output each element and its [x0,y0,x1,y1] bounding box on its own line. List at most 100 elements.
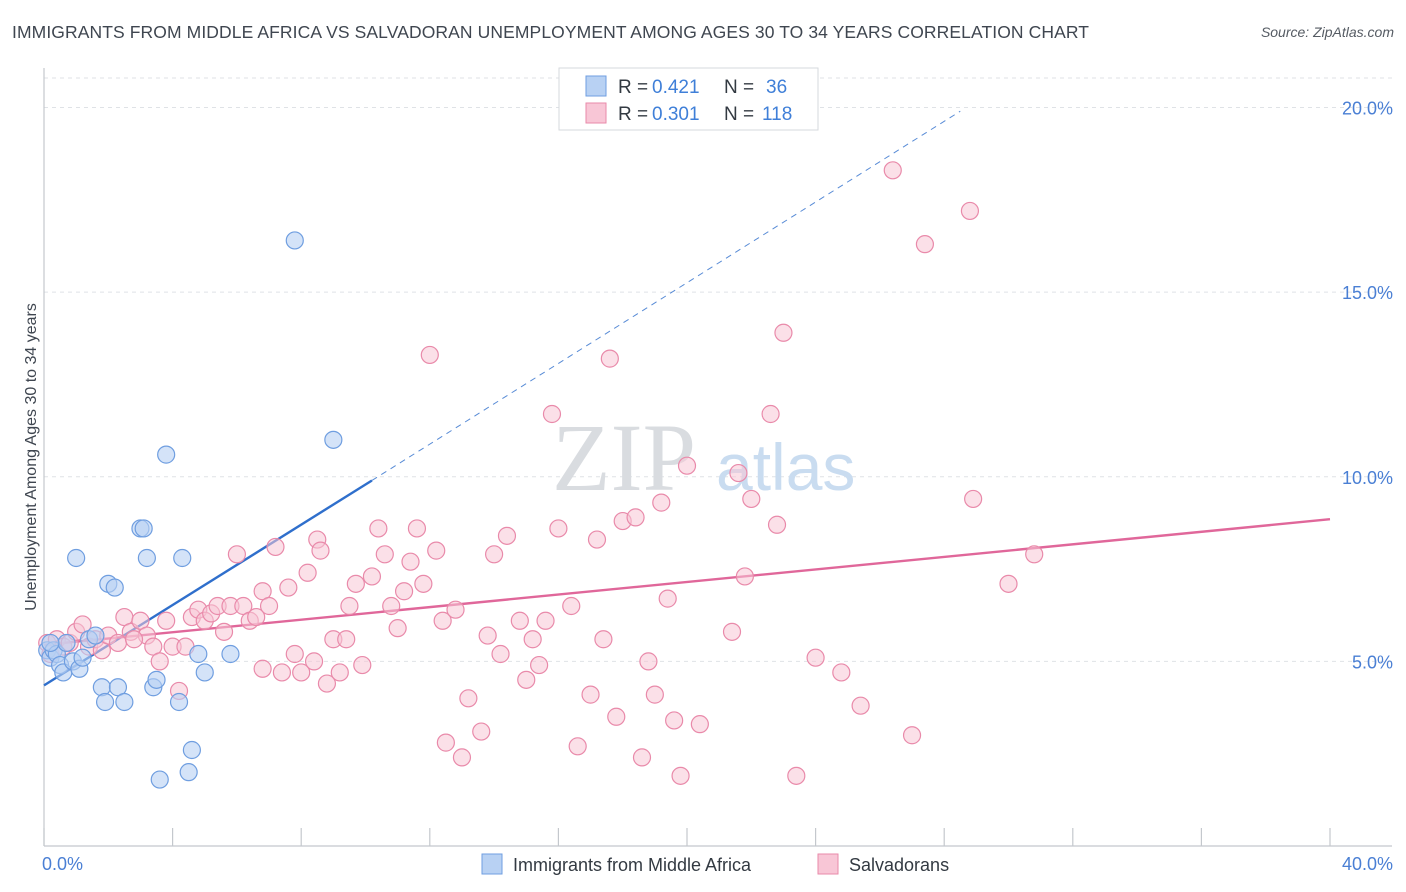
data-point-salvadorans [362,567,382,586]
data-point-immigrants-from-middle-africa [41,633,60,653]
data-point-salvadorans [999,574,1018,593]
y-tick-label: 15.0% [1342,283,1393,303]
data-point-salvadorans [420,345,439,365]
series-immigrants-from-middle-africa [38,231,343,789]
data-point-immigrants-from-middle-africa [150,770,169,789]
data-point-salvadorans [735,567,754,586]
data-point-salvadorans [279,578,298,597]
data-point-salvadorans [1025,545,1044,564]
legend-n-value-2: 118 [762,104,792,125]
bottom-legend-label-1: Immigrants from Middle Africa [513,855,752,875]
data-point-salvadorans [761,404,780,424]
legend-n-label-1: N = [724,77,754,98]
data-point-salvadorans [677,456,697,475]
data-point-salvadorans [607,707,626,726]
data-point-salvadorans [253,659,272,678]
data-point-salvadorans [517,670,536,689]
data-point-salvadorans [414,574,433,593]
data-point-salvadorans [652,493,671,512]
data-point-salvadorans [446,600,465,619]
data-point-immigrants-from-middle-africa [134,519,153,538]
y-tick-labels: 5.0% 10.0% 15.0% 20.0% [1342,99,1393,673]
data-point-salvadorans [787,766,806,785]
data-point-salvadorans [247,607,266,627]
data-point-salvadorans [382,596,401,616]
series-legend: Immigrants from Middle Africa Salvadoran… [481,853,949,875]
data-point-immigrants-from-middle-africa [73,648,92,667]
data-point-salvadorans [626,508,645,527]
data-point-salvadorans [594,630,613,649]
chart-title: IMMIGRANTS FROM MIDDLE AFRICA VS SALVADO… [12,22,1090,42]
data-point-salvadorans [292,663,311,682]
legend-n-value-1: 36 [766,77,787,98]
data-point-immigrants-from-middle-africa [137,548,156,568]
data-point-salvadorans [401,552,420,571]
data-point-salvadorans [369,519,388,538]
data-point-salvadorans [960,201,980,221]
y-tick-label: 10.0% [1342,468,1393,488]
data-point-salvadorans [530,655,549,675]
trendline-dashed [371,110,961,481]
data-point-immigrants-from-middle-africa [92,678,111,697]
data-point-immigrants-from-middle-africa [221,644,240,664]
data-point-immigrants-from-middle-africa [182,740,201,760]
data-point-immigrants-from-middle-africa [147,670,166,689]
data-point-salvadorans [542,404,562,424]
data-point-salvadorans [832,663,851,682]
data-point-salvadorans [340,596,359,616]
data-point-salvadorans [806,648,825,667]
data-point-salvadorans [266,537,285,557]
data-point-salvadorans [394,582,414,601]
data-point-salvadorans [285,644,304,664]
y-axis-label: Unemployment Among Ages 30 to 34 years [23,303,40,611]
data-point-salvadorans [150,652,169,671]
data-point-salvadorans [452,748,472,767]
data-point-salvadorans [902,726,922,745]
data-point-salvadorans [729,463,748,483]
data-point-salvadorans [964,489,983,509]
data-point-salvadorans [317,674,337,693]
y-tick-label: 20.0% [1342,99,1393,119]
data-point-immigrants-from-middle-africa [189,644,208,664]
data-point-salvadorans [407,519,427,538]
data-point-salvadorans [722,622,742,641]
data-point-salvadorans [742,489,761,509]
data-point-salvadorans [632,748,652,767]
data-point-salvadorans [665,711,684,730]
data-point-salvadorans [478,626,497,645]
bottom-legend-swatch-blue [481,853,503,875]
trendline-solid [43,518,1331,646]
data-point-immigrants-from-middle-africa [115,692,134,712]
data-point-salvadorans [427,541,446,560]
data-point-salvadorans [259,596,279,616]
data-point-immigrants-from-middle-africa [195,663,214,682]
legend-r-value-1: 0.421 [652,77,700,98]
data-point-salvadorans [304,652,324,671]
data-point-salvadorans [639,652,658,671]
data-point-salvadorans [375,545,394,564]
data-point-salvadorans [510,611,529,630]
data-point-salvadorans [774,323,793,342]
series-salvadorans [38,161,1044,785]
data-point-salvadorans [436,733,455,752]
data-point-immigrants-from-middle-africa [105,578,124,597]
data-point-immigrants-from-middle-africa [157,445,176,464]
data-point-salvadorans [272,663,292,682]
trendline-salvadorans [43,518,1331,646]
data-point-immigrants-from-middle-africa [57,633,76,653]
x-tick-label: 0.0% [42,854,83,874]
data-point-salvadorans [298,563,317,582]
data-point-salvadorans [658,589,677,608]
data-point-salvadorans [600,349,619,368]
axes [43,68,1392,847]
x-tick-label: 40.0% [1342,854,1393,874]
data-point-salvadorans [485,545,504,564]
y-tick-label: 5.0% [1352,652,1393,672]
data-point-salvadorans [472,722,491,741]
watermark-zip: ZIP [552,404,696,511]
bottom-legend-swatch-pink [817,853,839,875]
data-point-salvadorans [671,766,690,785]
data-point-salvadorans [497,526,517,545]
data-point-salvadorans [581,685,600,704]
